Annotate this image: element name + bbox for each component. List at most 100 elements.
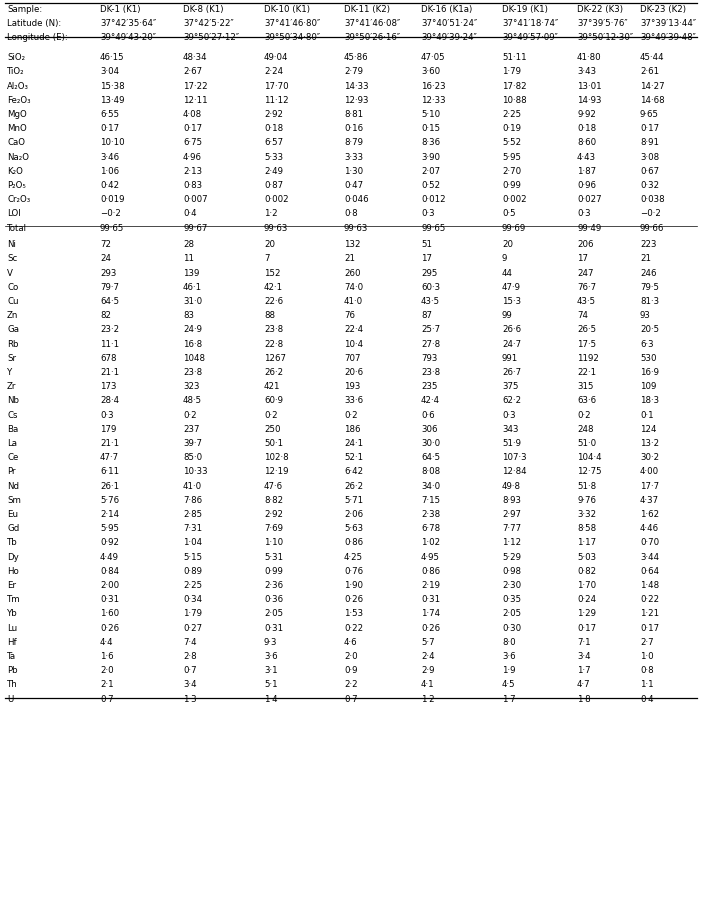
Text: 10·33: 10·33 [183,467,208,477]
Text: 1·02: 1·02 [421,538,440,548]
Text: 51: 51 [421,241,432,249]
Text: 39°50′27·12″: 39°50′27·12″ [183,33,239,42]
Text: 23·8: 23·8 [421,368,440,377]
Text: 9·3: 9·3 [264,638,277,647]
Text: 0·18: 0·18 [577,124,596,133]
Text: 62·2: 62·2 [502,396,521,406]
Text: 8·08: 8·08 [421,467,440,477]
Text: 6·55: 6·55 [100,110,119,119]
Text: 7: 7 [264,254,270,264]
Text: 3·04: 3·04 [100,67,119,77]
Text: 0·22: 0·22 [344,623,363,632]
Text: 39°50′34·80″: 39°50′34·80″ [264,33,320,42]
Text: 79·7: 79·7 [100,283,119,291]
Text: 4·1: 4·1 [421,680,435,690]
Text: Dy: Dy [7,552,19,561]
Text: 76·7: 76·7 [577,283,596,291]
Text: 0·89: 0·89 [183,567,202,576]
Text: 2·05: 2·05 [264,609,283,619]
Text: 8·93: 8·93 [502,496,521,505]
Text: 52·1: 52·1 [344,454,363,462]
Text: 0·26: 0·26 [100,623,119,632]
Text: 99·49: 99·49 [577,223,601,232]
Text: DK-11 (K2): DK-11 (K2) [344,5,390,14]
Text: 46·15: 46·15 [100,53,125,62]
Text: Ni: Ni [7,241,16,249]
Text: 1·62: 1·62 [640,510,659,519]
Text: 42·1: 42·1 [264,283,283,291]
Text: 17·7: 17·7 [640,481,659,491]
Text: 1·87: 1·87 [577,167,596,176]
Text: 9·92: 9·92 [577,110,596,119]
Text: 0·26: 0·26 [344,596,363,604]
Text: Zn: Zn [7,312,18,320]
Text: 3·90: 3·90 [421,152,440,161]
Text: 99·65: 99·65 [100,223,124,232]
Text: 1·0: 1·0 [640,652,654,661]
Text: 0·8: 0·8 [344,209,357,219]
Text: 107·3: 107·3 [502,454,526,462]
Text: 3·46: 3·46 [100,152,119,161]
Text: 1·12: 1·12 [502,538,521,548]
Text: 0·86: 0·86 [421,567,440,576]
Text: Longitude (E):: Longitude (E): [7,33,68,42]
Text: 8·81: 8·81 [344,110,363,119]
Text: 39°49′43·20″: 39°49′43·20″ [100,33,156,42]
Text: 0·19: 0·19 [502,124,521,133]
Text: 0·35: 0·35 [502,596,521,604]
Text: 14·33: 14·33 [344,81,369,90]
Text: 5·71: 5·71 [344,496,363,505]
Text: 104·4: 104·4 [577,454,602,462]
Text: 1·30: 1·30 [344,167,363,176]
Text: 2·25: 2·25 [183,581,202,590]
Text: 7·77: 7·77 [502,525,521,533]
Text: 13·49: 13·49 [100,96,124,105]
Text: 88: 88 [264,312,275,320]
Text: 2·30: 2·30 [502,581,521,590]
Text: 21: 21 [640,254,651,264]
Text: 2·92: 2·92 [264,510,283,519]
Text: MgO: MgO [7,110,27,119]
Text: 5·31: 5·31 [264,552,283,561]
Text: 14·27: 14·27 [640,81,665,90]
Text: 12·75: 12·75 [577,467,602,477]
Text: 0·2: 0·2 [577,410,590,420]
Text: K₂O: K₂O [7,167,23,176]
Text: 49·8: 49·8 [502,481,521,491]
Text: 17·22: 17·22 [183,81,208,90]
Text: 5·15: 5·15 [183,552,202,561]
Text: 0·002: 0·002 [264,195,289,204]
Text: 2·49: 2·49 [264,167,283,176]
Text: 6·78: 6·78 [421,525,440,533]
Text: 186: 186 [344,425,361,433]
Text: 8·60: 8·60 [577,138,596,148]
Text: Total: Total [7,223,27,232]
Text: 5·1: 5·1 [264,680,277,690]
Text: 2·13: 2·13 [183,167,202,176]
Text: 39°50′12·30″: 39°50′12·30″ [577,33,633,42]
Text: 22·6: 22·6 [264,297,283,306]
Text: DK-10 (K1): DK-10 (K1) [264,5,310,14]
Text: 14·93: 14·93 [577,96,602,105]
Text: 12·33: 12·33 [421,96,446,105]
Text: 14·68: 14·68 [640,96,665,105]
Text: 0·84: 0·84 [100,567,119,576]
Text: 5·63: 5·63 [344,525,363,533]
Text: 4·46: 4·46 [640,525,659,533]
Text: 235: 235 [421,383,437,391]
Text: 21·1: 21·1 [100,439,119,448]
Text: CaO: CaO [7,138,25,148]
Text: 3·6: 3·6 [502,652,516,661]
Text: 28: 28 [183,241,194,249]
Text: 4·96: 4·96 [183,152,202,161]
Text: 5·10: 5·10 [421,110,440,119]
Text: 678: 678 [100,354,117,362]
Text: 2·24: 2·24 [264,67,283,77]
Text: Ba: Ba [7,425,18,433]
Text: 2·25: 2·25 [502,110,521,119]
Text: 5·7: 5·7 [421,638,435,647]
Text: 3·1: 3·1 [264,667,277,675]
Text: 375: 375 [502,383,519,391]
Text: 1·6: 1·6 [100,652,114,661]
Text: DK-1 (K1): DK-1 (K1) [100,5,140,14]
